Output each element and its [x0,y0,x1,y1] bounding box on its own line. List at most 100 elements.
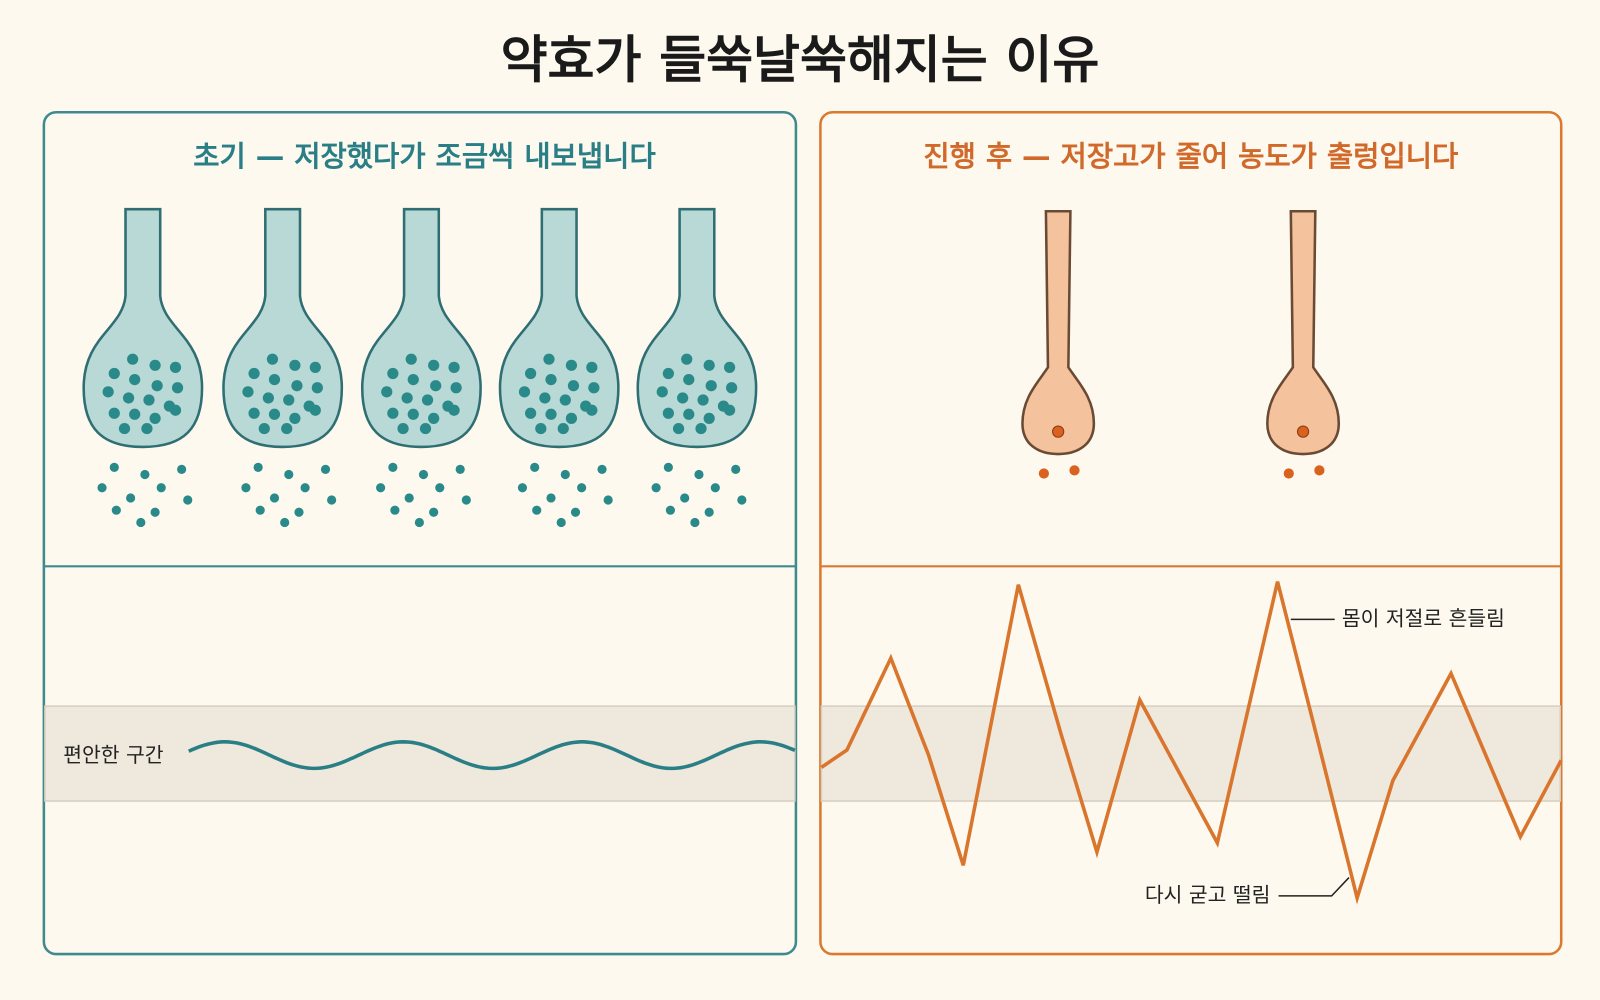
vesicle [248,407,260,419]
vesicle [169,404,182,416]
released-dot [603,495,613,505]
panel-heading: 진행 후 — 저장고가 줄어 농도가 출렁입니다 [923,139,1458,173]
vesicle [543,353,555,365]
released-dot [680,493,690,503]
vesicle [545,408,557,420]
vesicle [258,422,270,435]
released-dot [651,483,661,493]
vesicle [268,408,281,420]
vesicle [289,412,301,424]
released-dot [388,462,398,472]
vesicle [428,412,440,424]
released-dot [126,493,136,503]
released-dot [414,517,424,528]
vesicle [703,359,715,371]
leader-line [1278,877,1350,897]
vesicle [289,359,301,371]
vesicle [122,392,135,404]
released-dot [532,505,542,515]
released-dot [376,483,386,493]
released-dot [390,505,400,515]
vesicle [656,386,668,398]
vesicle [677,392,689,404]
released-dot [280,517,290,528]
vesicle [525,407,537,419]
vesicle [127,353,139,365]
released-dot [177,464,187,474]
right-panel: 진행 후 — 저장고가 줄어 농도가 출렁입니다 몸이 저절로 흔들림 다시 굳… [819,110,1563,956]
left-panel: 초기 — 저장했다가 조금씩 내보냅니다 편안한 구간 [42,110,798,956]
released-dot [577,483,587,493]
released-dot [183,495,193,505]
vesicle [387,407,399,419]
released-dot [241,483,251,493]
comfort-band [820,705,1561,802]
band-label: 편안한 구간 [63,743,164,767]
vesicle [151,380,163,392]
vesicle [381,386,393,398]
vesicle [149,412,161,424]
vesicle [695,422,707,435]
released-dot [546,493,556,503]
vesicle [102,386,114,398]
vesicle [421,394,434,406]
vesicle [683,373,695,386]
vesicle [129,373,141,386]
vesicle [405,353,417,365]
released-dot [1038,468,1049,479]
vesicle [726,382,738,394]
released-dot [418,469,429,480]
vesicle [143,394,155,406]
vesicle [242,386,254,398]
vesicle [586,404,598,416]
vesicle [387,367,399,380]
released-dot [560,469,570,480]
released-dot [109,462,119,472]
released-dot [597,464,607,474]
vesicle [309,404,321,416]
title: 약효가 들쑥날쑥해지는 이유 [501,31,1100,90]
vesicle [723,361,736,373]
vesicle [697,394,709,406]
annotation: 몸이 저절로 흔들림 [1342,606,1505,630]
released-dot [404,493,414,503]
released-dot [710,483,720,493]
neuron-terminal [1021,209,1096,456]
released-dot [737,495,747,505]
vesicle [283,394,295,406]
released-dot [156,483,166,493]
released-dot [253,462,263,472]
vesicle [588,382,600,394]
released-dot [140,469,150,480]
released-dot [429,507,439,517]
vesicle [401,392,413,404]
vesicle [567,380,580,392]
released-dot [136,517,146,528]
vesicle [309,361,321,373]
released-dot [269,493,280,503]
released-dot [1283,468,1294,479]
vesicle [311,382,323,394]
vesicle [281,422,293,435]
vesicle [586,361,598,373]
vesicle [703,412,715,424]
vesicle [565,359,578,371]
released-dot [111,505,121,515]
released-dot [663,462,673,472]
vesicle [149,359,161,371]
vesicle [248,367,260,380]
neurons [82,207,758,528]
vesicle [1052,425,1065,438]
released-dot [665,505,675,515]
vesicle [545,373,557,386]
released-dot [570,507,581,517]
vesicle [672,422,685,435]
released-dot [455,464,465,474]
vesicle [662,367,674,380]
vesicle [430,380,442,392]
vesicle [262,392,274,404]
vesicle [559,394,571,406]
vesicle [535,422,547,435]
